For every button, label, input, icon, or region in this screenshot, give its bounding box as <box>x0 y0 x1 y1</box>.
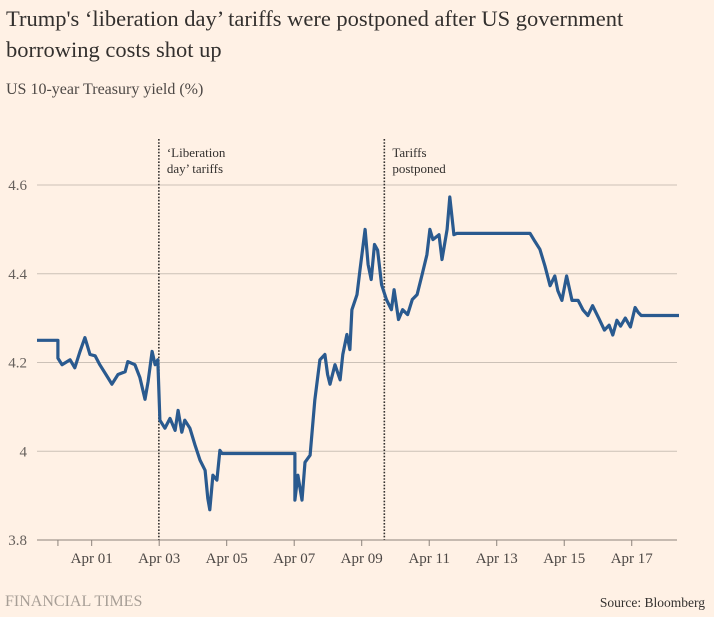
ft-brand-logo: FINANCIAL TIMES <box>5 593 143 610</box>
source-note: Source: Bloomberg <box>599 595 705 610</box>
x-axis: Apr 01 Apr 03 Apr 05 Apr 07 Apr 09 Apr 11 Apr … <box>37 539 677 567</box>
y-axis-labels: 3.8 4 4.2 4.4 4.6 <box>8 178 27 549</box>
x-tick-label: Apr 17 <box>611 551 654 567</box>
chart-subtitle: US 10-year Treasury yield (%) <box>6 81 204 98</box>
x-tick-label: Apr 13 <box>476 551 518 567</box>
series-layer <box>36 195 680 512</box>
series-line-us-10y-yield <box>37 195 679 512</box>
annotation-label: ‘Liberation <box>167 145 226 160</box>
y-tick-label: 4.6 <box>8 178 27 194</box>
x-tick-label: Apr 15 <box>543 551 585 567</box>
x-tick-label: Apr 03 <box>138 551 180 567</box>
annotation-label: Tariffs <box>392 145 426 160</box>
x-tick-label: Apr 05 <box>206 551 248 567</box>
annotation-label: day’ tariffs <box>167 161 223 176</box>
x-tick-label: Apr 07 <box>273 551 316 567</box>
y-tick-label: 4.4 <box>8 267 27 283</box>
y-tick-label: 4.2 <box>8 356 27 372</box>
y-tick-label: 3.8 <box>8 533 27 549</box>
x-tick-label: Apr 01 <box>71 551 113 567</box>
x-tick-label: Apr 09 <box>341 551 383 567</box>
annotation-label: postponed <box>392 161 446 176</box>
chart-title: Trump's ‘liberation day’ tariffs were po… <box>6 6 624 62</box>
y-tick-label: 4 <box>20 444 28 460</box>
gridlines <box>37 184 677 452</box>
x-tick-label: Apr 11 <box>408 551 450 567</box>
